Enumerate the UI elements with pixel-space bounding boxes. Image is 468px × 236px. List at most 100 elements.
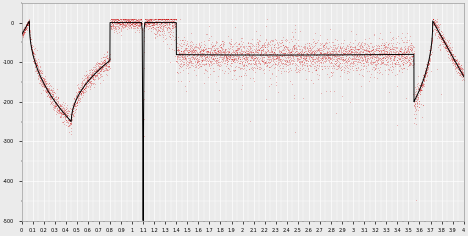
Point xyxy=(281,51,288,55)
Point xyxy=(399,60,407,63)
Point xyxy=(300,56,308,60)
Point xyxy=(83,83,91,86)
Point xyxy=(291,28,299,31)
Point xyxy=(125,20,132,23)
Point xyxy=(97,66,104,70)
Point xyxy=(161,18,168,22)
Point xyxy=(71,108,79,112)
Point xyxy=(120,23,128,27)
Point xyxy=(226,46,234,50)
Point xyxy=(219,43,226,47)
Point xyxy=(448,59,455,63)
Point xyxy=(157,24,165,28)
Point xyxy=(300,55,307,58)
Point xyxy=(283,45,290,49)
Point xyxy=(145,17,153,21)
Point xyxy=(372,48,380,52)
Point xyxy=(98,62,106,65)
Point xyxy=(300,58,307,62)
Point xyxy=(217,53,225,57)
Point xyxy=(389,53,397,56)
Point xyxy=(394,45,401,49)
Point xyxy=(351,53,359,57)
Point xyxy=(182,46,190,49)
Point xyxy=(262,61,270,65)
Point xyxy=(87,87,94,91)
Point xyxy=(402,52,409,56)
Point xyxy=(257,46,264,49)
Point xyxy=(275,40,283,44)
Point xyxy=(320,57,327,61)
Point xyxy=(359,49,367,53)
Point xyxy=(246,49,254,53)
Point xyxy=(33,62,41,66)
Point xyxy=(59,105,67,108)
Point xyxy=(111,20,118,24)
Point xyxy=(238,36,246,40)
Point xyxy=(230,69,238,73)
Point xyxy=(216,64,223,68)
Point xyxy=(410,51,417,55)
Point xyxy=(340,58,347,62)
Point xyxy=(459,66,466,70)
Point xyxy=(169,17,176,21)
Point xyxy=(313,63,321,67)
Point xyxy=(458,68,465,72)
Point xyxy=(205,53,212,56)
Point xyxy=(419,82,426,85)
Point xyxy=(42,90,50,93)
Point xyxy=(140,89,147,93)
Point xyxy=(255,61,263,64)
Point xyxy=(351,57,358,61)
Point xyxy=(442,42,449,46)
Point xyxy=(289,53,296,56)
Point xyxy=(312,68,320,72)
Point xyxy=(22,22,30,25)
Point xyxy=(333,64,341,67)
Point xyxy=(242,51,250,55)
Point xyxy=(306,69,313,73)
Point xyxy=(444,43,451,47)
Point xyxy=(100,64,108,68)
Point xyxy=(93,74,100,78)
Point xyxy=(338,58,345,61)
Point xyxy=(418,77,426,81)
Point xyxy=(431,25,439,29)
Point xyxy=(173,59,180,63)
Point xyxy=(223,62,230,65)
Point xyxy=(251,59,258,63)
Point xyxy=(434,30,441,34)
Point xyxy=(350,61,357,65)
Point xyxy=(26,27,33,31)
Point xyxy=(283,53,291,57)
Point xyxy=(449,61,457,65)
Point xyxy=(336,56,343,60)
Point xyxy=(167,32,174,35)
Point xyxy=(380,56,387,60)
Point xyxy=(77,83,85,87)
Point xyxy=(374,59,382,62)
Point xyxy=(351,45,358,49)
Point xyxy=(408,51,416,54)
Point xyxy=(406,61,414,65)
Point xyxy=(438,38,445,41)
Point xyxy=(141,17,149,21)
Point xyxy=(110,19,118,22)
Point xyxy=(67,126,75,130)
Point xyxy=(32,58,39,62)
Point xyxy=(218,63,225,67)
Point xyxy=(341,51,348,55)
Point xyxy=(444,47,452,51)
Point xyxy=(159,17,166,21)
Point xyxy=(88,73,96,77)
Point xyxy=(374,58,382,62)
Point xyxy=(221,54,228,57)
Point xyxy=(427,36,434,40)
Point xyxy=(93,60,101,63)
Point xyxy=(160,17,168,21)
Point xyxy=(329,66,336,70)
Point xyxy=(156,17,164,21)
Point xyxy=(53,103,60,107)
Point xyxy=(367,48,374,52)
Point xyxy=(334,56,341,60)
